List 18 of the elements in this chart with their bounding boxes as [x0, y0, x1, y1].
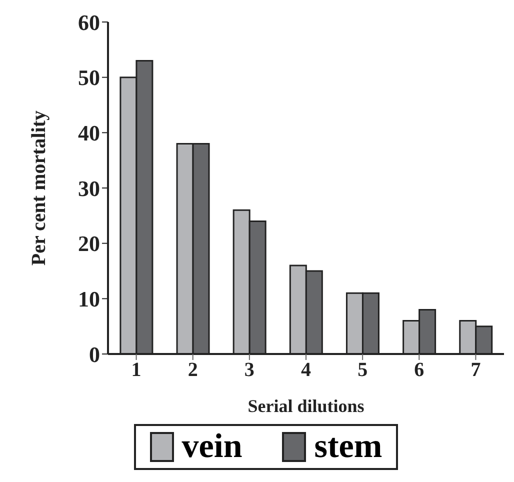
y-tick-label: 50 — [78, 65, 100, 90]
x-tick-label: 1 — [131, 359, 142, 382]
x-tick-label: 6 — [414, 359, 424, 382]
y-tick-label: 0 — [89, 342, 100, 367]
y-tick-label: 30 — [78, 176, 100, 201]
y-tick-label: 10 — [78, 286, 100, 312]
x-axis-title: Serial dilutions — [248, 396, 364, 416]
legend-label: vein — [180, 428, 242, 466]
y-axis-title: Per cent mortality — [28, 110, 50, 266]
legend-label: stem — [313, 428, 382, 466]
x-tick-label: 3 — [244, 359, 254, 382]
x-tick-label: 4 — [301, 359, 311, 382]
x-tick-label: 5 — [358, 359, 368, 382]
x-tick-label: 2 — [188, 359, 198, 382]
y-tick-label: 20 — [78, 231, 100, 256]
y-tick-label: 60 — [78, 10, 100, 35]
y-tick-label: 40 — [78, 120, 100, 146]
x-tick-label: 7 — [470, 359, 481, 382]
